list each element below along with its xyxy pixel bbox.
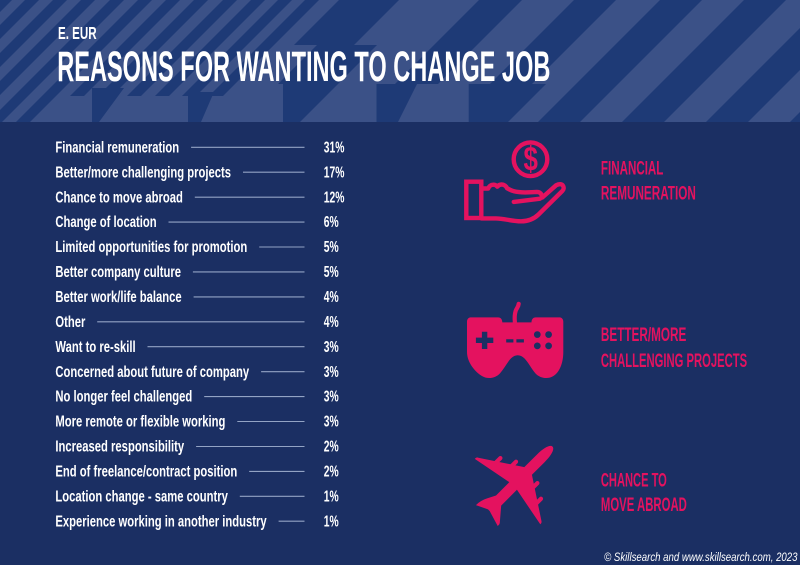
svg-text:3%: 3%	[324, 363, 339, 381]
svg-text:Better company culture: Better company culture	[55, 263, 181, 280]
svg-text:3%: 3%	[324, 338, 339, 356]
svg-text:Financial remuneration: Financial remuneration	[55, 139, 179, 156]
svg-text:E. EUR: E. EUR	[58, 25, 97, 44]
svg-text:2%: 2%	[324, 437, 339, 455]
svg-text:4%: 4%	[324, 288, 339, 306]
svg-text:4%: 4%	[324, 313, 339, 331]
svg-text:BETTER/MORE: BETTER/MORE	[601, 324, 687, 346]
svg-text:Better work/life balance: Better work/life balance	[55, 288, 182, 305]
svg-text:Limited opportunities for prom: Limited opportunities for promotion	[55, 238, 247, 255]
svg-text:31%: 31%	[324, 138, 345, 156]
svg-text:Location change - same country: Location change - same country	[55, 488, 228, 505]
svg-text:Experience working in another: Experience working in another industry	[55, 512, 267, 529]
svg-text:Concerned about future of comp: Concerned about future of company	[55, 363, 249, 380]
svg-text:3%: 3%	[324, 412, 339, 430]
svg-text:3%: 3%	[324, 387, 339, 405]
svg-text:Other: Other	[55, 313, 86, 330]
svg-text:2%: 2%	[324, 462, 339, 480]
svg-text:5%: 5%	[324, 238, 339, 256]
svg-text:FINANCIAL: FINANCIAL	[601, 157, 664, 179]
svg-text:17%: 17%	[324, 163, 345, 181]
svg-text:6%: 6%	[324, 213, 339, 231]
svg-text:REASONS FOR WANTING TO CHANGE: REASONS FOR WANTING TO CHANGE JOB	[57, 44, 550, 91]
svg-text:$: $	[524, 140, 538, 178]
svg-text:1%: 1%	[324, 487, 339, 505]
svg-text:End of freelance/contract posi: End of freelance/contract position	[55, 463, 237, 480]
svg-text:More remote or flexible workin: More remote or flexible working	[55, 413, 225, 430]
svg-text:REMUNERATION: REMUNERATION	[601, 182, 696, 204]
svg-text:12%: 12%	[324, 188, 345, 206]
svg-text:Change of location: Change of location	[55, 213, 156, 230]
svg-text:Chance to move abroad: Chance to move abroad	[55, 188, 183, 205]
svg-text:Want to re-skill: Want to re-skill	[55, 338, 135, 355]
svg-text:Increased responsibility: Increased responsibility	[55, 438, 184, 455]
svg-text:CHANCE TO: CHANCE TO	[601, 469, 667, 491]
svg-text:Better/more challenging projec: Better/more challenging projects	[55, 163, 231, 180]
svg-text:1%: 1%	[324, 512, 339, 530]
svg-text:5%: 5%	[324, 263, 339, 281]
svg-text:MOVE ABROAD: MOVE ABROAD	[601, 494, 687, 516]
svg-text:CHALLENGING PROJECTS: CHALLENGING PROJECTS	[601, 350, 747, 372]
svg-text:© Skillsearch and www.skillsea: © Skillsearch and www.skillsearch.com, 2…	[604, 551, 798, 564]
svg-text:No longer feel challenged: No longer feel challenged	[55, 388, 192, 405]
